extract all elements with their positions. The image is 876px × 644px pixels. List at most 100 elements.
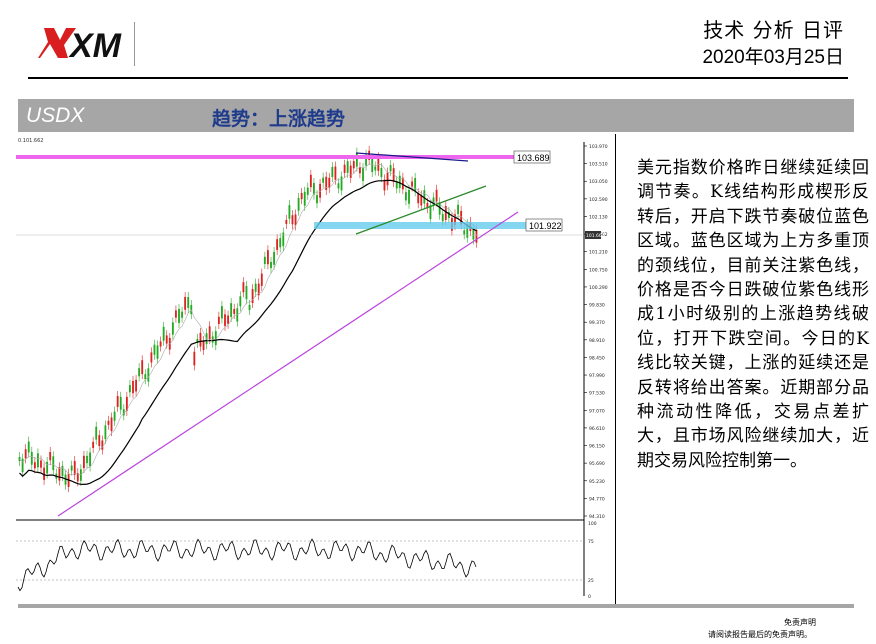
candle-body [156, 345, 159, 359]
candle-body [162, 326, 165, 341]
candle-body [362, 168, 364, 181]
disclaimer-title: 免责声明 [784, 618, 816, 627]
y-tick-label: 103.050 [589, 179, 608, 185]
candle-body [52, 456, 55, 471]
candle-body [30, 451, 33, 465]
y-tick-label: 103.510 [589, 162, 608, 168]
candle-body [346, 161, 349, 173]
trend-heading: 趋势：上涨趋势 [212, 108, 346, 130]
candle-body [116, 396, 119, 407]
candle-body [165, 335, 168, 344]
candle-body [27, 441, 30, 453]
y-tick-label: 100.750 [589, 267, 608, 273]
candle-body [282, 232, 285, 247]
candle-body [61, 465, 64, 477]
candle-body [432, 197, 435, 206]
candle-body [230, 303, 233, 317]
report-title: 技术 分析 日评 [703, 18, 844, 42]
candle-body [129, 385, 131, 393]
y-tick-label: 102.590 [589, 197, 608, 203]
y-tick-label: 99.370 [589, 320, 605, 326]
candle-body [254, 283, 257, 292]
candle-body [135, 379, 137, 392]
candle-body [233, 308, 236, 314]
candle-body [444, 205, 447, 220]
candle-body [331, 166, 334, 178]
candle-body [285, 219, 288, 224]
candle-body [441, 214, 444, 222]
candle-body [104, 425, 107, 440]
candle-body [132, 380, 134, 394]
candle-body [457, 204, 459, 215]
candle-body [398, 175, 401, 189]
y-tick-label: 98.450 [589, 355, 605, 361]
candle-body [43, 467, 45, 480]
candle-body [147, 368, 150, 382]
candle-body [98, 435, 101, 446]
candle-body [435, 189, 438, 202]
y-tick-label: 95.690 [589, 461, 605, 467]
candle-body [119, 396, 122, 410]
candle-body [420, 195, 423, 206]
candle-body [371, 158, 374, 173]
candle-body [316, 195, 318, 204]
current-price-tag [585, 231, 601, 239]
candle-body [340, 176, 343, 191]
candle-body [202, 340, 205, 351]
candle-body [270, 261, 272, 269]
candle-body [319, 183, 321, 198]
report-date: 2020年03月25日 [702, 47, 844, 68]
candle-body [408, 189, 410, 204]
candle-body [466, 224, 469, 238]
candle-body [33, 462, 36, 469]
candle-body [58, 467, 61, 481]
support-zone [314, 222, 529, 229]
candle-body [276, 239, 279, 251]
candle-body [463, 230, 466, 235]
candle-body [199, 332, 202, 347]
candle-body [107, 420, 110, 425]
candle-body [138, 368, 141, 377]
indicator-tick-label: 100 [588, 521, 597, 527]
candle-body [405, 192, 407, 201]
candle-body [227, 315, 229, 324]
candle-body [374, 166, 377, 171]
candle-body [337, 183, 340, 189]
section-bar [18, 99, 854, 132]
candle-body [83, 455, 85, 469]
candle-body [260, 273, 263, 286]
candle-body [447, 211, 450, 219]
candle-body [438, 202, 441, 215]
price-chart: 0.101.662 103.689 101.922 103.970 103.510 1… [16, 138, 608, 600]
candle-body [144, 374, 147, 380]
y-tick-label: 99.830 [589, 303, 605, 309]
candle-body [377, 157, 380, 171]
candle-body [334, 166, 337, 180]
candle-body [184, 296, 187, 310]
candle-body [86, 455, 88, 464]
candle-body [309, 174, 312, 188]
candle-body [325, 176, 328, 191]
candle-body [303, 191, 306, 206]
candle-body [49, 452, 52, 461]
wedge-top-line [355, 152, 469, 162]
candle-body [383, 179, 386, 191]
candle-body [291, 215, 294, 225]
moving-average-slow [19, 179, 477, 486]
candle-body [460, 210, 463, 225]
logo-text: XM [68, 27, 122, 65]
candle-body [328, 177, 331, 188]
analysis-commentary: 美元指数价格昨日继续延续回调节奏。K线结构形成楔形反转后，开启下跌节奏破位蓝色区… [637, 158, 869, 471]
candle-body [214, 331, 217, 346]
candle-body [217, 316, 220, 324]
y-tick-label: 96.150 [589, 444, 605, 450]
indicator-tick-label: 75 [588, 539, 594, 545]
candle-body [224, 314, 226, 326]
candle-body [24, 449, 27, 459]
candle-body [414, 178, 417, 192]
oscillator-line [17, 538, 477, 592]
candle-body [159, 341, 162, 347]
disclaimer-text: 请阅读报告最后的免责声明。 [708, 630, 812, 639]
candle-body [153, 344, 156, 355]
candle-body [288, 205, 291, 219]
